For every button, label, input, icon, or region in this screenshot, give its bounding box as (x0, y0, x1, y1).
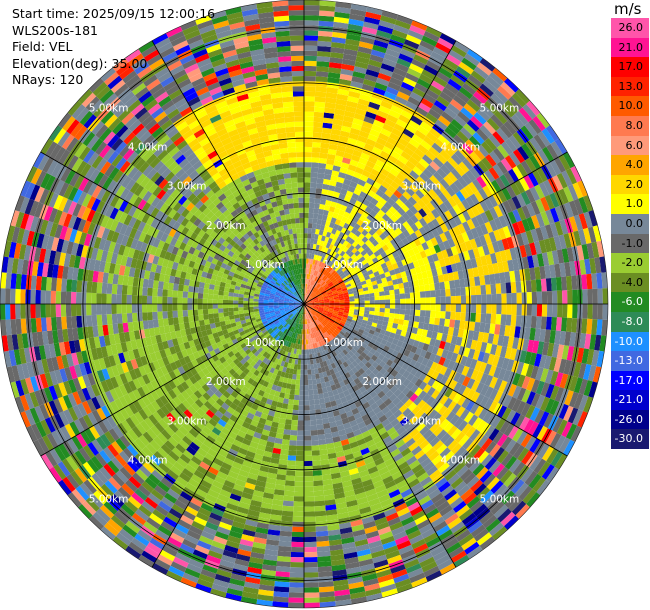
scan-info: Start time: 2025/09/15 12:00:16 WLS200s-… (12, 6, 215, 89)
azimuth-spoke (151, 40, 305, 305)
colorbar-swatch: 0.0 (611, 213, 649, 234)
colorbar-tick-label: 17.0 (618, 60, 644, 74)
colorbar-swatch: -30.0 (611, 429, 649, 450)
colorbar-tick-label: -10.0 (614, 334, 643, 348)
colorbar-swatch: -26.0 (611, 409, 649, 430)
colorbar-swatch: -10.0 (611, 331, 649, 352)
azimuth-spokes (0, 0, 608, 608)
colorbar-tick-label: -8.0 (621, 314, 643, 328)
range-ring-label: 4.00km (128, 454, 168, 466)
colorbar-swatch: 6.0 (611, 135, 649, 156)
colorbar-tick-label: -21.0 (614, 393, 643, 407)
azimuth-spoke (40, 303, 305, 457)
range-ring-label: 5.00km (480, 103, 520, 115)
colorbar-swatch: -17.0 (611, 370, 649, 391)
colorbar: 26.0 21.0 17.0 13.0 10.0 8.0 6.0 4.0 2.0 1.0 0.0 -1… (611, 18, 649, 450)
range-ring-label: 5.00km (480, 493, 520, 505)
range-ring-label: 2.00km (362, 220, 402, 232)
colorbar-swatch: -13.0 (611, 351, 649, 371)
start-time-text: Start time: 2025/09/15 12:00:16 (12, 6, 216, 21)
colorbar-swatch: -2.0 (611, 253, 649, 273)
azimuth-spoke (303, 151, 568, 305)
azimuth-spoke (303, 303, 457, 568)
colorbar-tick-label: 26.0 (618, 21, 644, 34)
range-ring-label: 3.00km (401, 181, 441, 193)
colorbar-unit: m/s (614, 0, 642, 18)
colorbar-tick-label: 1.0 (625, 197, 644, 211)
ppi-plot: 1.00km 1.00km 1.00km 1.00km 2.00km 2.00km 2.00… (0, 0, 609, 609)
colorbar-tick-label: 4.0 (625, 158, 644, 172)
colorbar-swatch: -4.0 (611, 272, 649, 293)
colorbar-tick-label: 2.0 (625, 177, 644, 191)
instrument-text: WLS200s-181 (12, 22, 98, 38)
colorbar-swatch: 26.0 (611, 18, 649, 38)
colorbar-tick-label: -30.0 (614, 432, 643, 446)
colorbar-tick-label: 6.0 (625, 138, 644, 152)
colorbar-swatch: -8.0 (611, 311, 649, 332)
colorbar-swatch: -6.0 (611, 292, 649, 312)
nrays-text: NRays: 120 (12, 72, 84, 87)
range-ring-label: 3.00km (167, 415, 207, 427)
colorbar-tick-label: 10.0 (618, 99, 644, 113)
range-ring-label: 1.00km (323, 337, 363, 349)
colorbar-swatch: 21.0 (611, 37, 649, 58)
colorbar-swatch: 13.0 (611, 76, 649, 97)
colorbar-tick-label: 21.0 (618, 40, 644, 54)
elevation-text: Elevation(deg): 35.00 (12, 55, 148, 71)
range-ring-label: 3.00km (401, 415, 441, 427)
range-ring-label: 4.00km (440, 454, 480, 466)
azimuth-spoke (303, 303, 568, 457)
colorbar-swatch: 17.0 (611, 57, 649, 77)
range-ring-label: 2.00km (206, 220, 246, 232)
range-ring-label: 2.00km (362, 376, 402, 388)
colorbar-swatch: -1.0 (611, 233, 649, 254)
range-ring-label: 1.00km (245, 337, 285, 349)
range-ring-label: 1.00km (245, 259, 285, 271)
colorbar-swatch: -21.0 (611, 390, 649, 410)
field-text: Field: VEL (12, 39, 73, 54)
colorbar-tick-label: -2.0 (621, 256, 643, 270)
colorbar-tick-label: 8.0 (625, 118, 644, 132)
azimuth-spoke (303, 40, 457, 305)
colorbar-swatch: 8.0 (611, 115, 649, 136)
colorbar-swatch: 1.0 (611, 194, 649, 214)
colorbar-tick-label: -4.0 (621, 275, 643, 289)
colorbar-tick-label: -17.0 (614, 373, 643, 387)
colorbar-swatch: 4.0 (611, 155, 649, 175)
azimuth-spoke (151, 303, 305, 568)
colorbar-tick-label: -26.0 (614, 412, 643, 426)
colorbar-tick-label: -13.0 (614, 354, 643, 368)
colorbar-tick-label: 13.0 (618, 79, 644, 93)
range-ring-label: 1.00km (323, 259, 363, 271)
range-ring-label: 5.00km (89, 103, 129, 115)
range-ring-label: 3.00km (167, 181, 207, 193)
colorbar-tick-label: 0.0 (625, 216, 644, 230)
azimuth-spoke (40, 151, 305, 305)
range-ring-labels: 1.00km 1.00km 1.00km 1.00km 2.00km 2.00km 2.00… (89, 103, 520, 506)
range-ring-label: 2.00km (206, 376, 246, 388)
colorbar-swatch: 10.0 (611, 96, 649, 116)
range-ring-label: 4.00km (440, 142, 480, 154)
range-ring-label: 5.00km (89, 493, 129, 505)
colorbar-tick-label: -6.0 (621, 295, 643, 309)
range-ring-label: 4.00km (128, 142, 168, 154)
colorbar-swatch: 2.0 (611, 174, 649, 195)
colorbar-tick-label: -1.0 (621, 236, 643, 250)
